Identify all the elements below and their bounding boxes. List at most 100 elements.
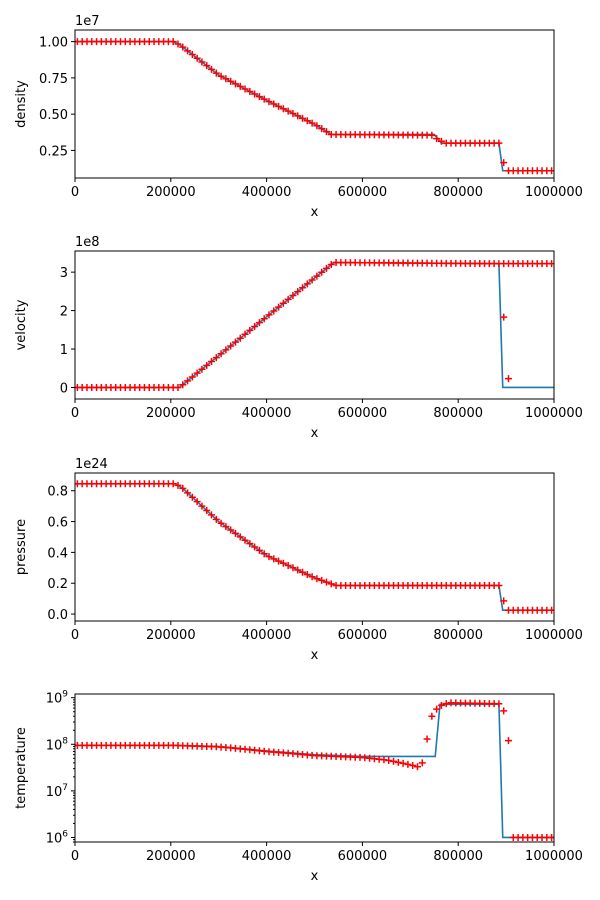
data-point-marker bbox=[184, 377, 192, 385]
data-point-marker bbox=[255, 319, 263, 327]
y-tick-exponent: 8 bbox=[62, 736, 68, 746]
data-point-marker bbox=[217, 519, 225, 527]
data-point-marker bbox=[193, 498, 201, 506]
data-point-marker bbox=[198, 58, 206, 66]
data-point-marker bbox=[260, 95, 268, 103]
data-point-marker bbox=[404, 760, 412, 768]
data-point-marker bbox=[318, 125, 326, 133]
data-point-marker bbox=[495, 582, 503, 590]
x-tick-label: 800000 bbox=[433, 406, 483, 421]
plot-area bbox=[75, 38, 554, 175]
data-point-marker bbox=[255, 546, 263, 554]
data-point-marker bbox=[303, 280, 311, 288]
data-point-marker bbox=[198, 365, 206, 373]
data-point-marker bbox=[179, 43, 187, 51]
data-point-marker bbox=[251, 543, 259, 551]
data-point-marker bbox=[313, 272, 321, 280]
y-tick-label: 0.75 bbox=[39, 72, 68, 87]
data-point-marker bbox=[231, 80, 239, 88]
data-point-marker bbox=[270, 307, 278, 315]
data-point-marker bbox=[193, 54, 201, 62]
data-point-marker bbox=[500, 313, 508, 321]
x-tick-label: 600000 bbox=[338, 849, 388, 864]
x-axis-label: x bbox=[311, 869, 319, 884]
y-tick-base: 10 bbox=[46, 692, 63, 707]
data-point-marker bbox=[294, 288, 302, 296]
data-point-marker bbox=[241, 536, 249, 544]
axes-frame bbox=[74, 250, 555, 400]
x-axis-label: x bbox=[311, 648, 319, 663]
data-point-marker bbox=[212, 354, 220, 362]
data-point-marker bbox=[322, 128, 330, 136]
data-point-marker bbox=[504, 737, 512, 745]
data-point-marker bbox=[270, 100, 278, 108]
y-tick-label: 107 bbox=[46, 783, 68, 800]
data-point-marker bbox=[294, 112, 302, 120]
y-tick-label: 3 bbox=[60, 266, 68, 281]
y-axis-label: density bbox=[14, 80, 29, 128]
x-tick-label: 400000 bbox=[242, 185, 292, 200]
data-point-marker bbox=[275, 557, 283, 565]
data-point-marker bbox=[179, 484, 187, 492]
data-point-marker bbox=[236, 334, 244, 342]
data-point-marker bbox=[222, 75, 230, 83]
data-point-marker bbox=[217, 350, 225, 358]
data-point-marker bbox=[423, 735, 431, 743]
data-point-marker bbox=[313, 575, 321, 583]
x-tick-label: 800000 bbox=[433, 628, 483, 643]
data-point-marker bbox=[279, 299, 287, 307]
chart-panel-velocity: 0 200000 400000 600000 800000 1000000 0 1 2 3 1e8 x… bbox=[14, 235, 583, 441]
data-point-marker bbox=[284, 107, 292, 115]
data-point-marker bbox=[208, 357, 216, 365]
data-point-marker bbox=[418, 759, 426, 767]
x-tick-label: 600000 bbox=[338, 185, 388, 200]
y-tick-base: 10 bbox=[46, 738, 63, 753]
data-point-marker bbox=[217, 72, 225, 80]
x-tick-label: 1000000 bbox=[525, 849, 583, 864]
y-tick-exponent: 7 bbox=[62, 783, 68, 793]
data-point-marker bbox=[251, 323, 259, 331]
data-point-marker bbox=[279, 105, 287, 113]
data-point-marker bbox=[188, 493, 196, 501]
data-point-marker bbox=[231, 529, 239, 537]
x-tick-label: 400000 bbox=[242, 849, 292, 864]
y-offset-text: 1e24 bbox=[75, 457, 108, 472]
data-point-marker bbox=[169, 480, 177, 488]
x-tick-label: 1000000 bbox=[525, 628, 583, 643]
data-point-marker bbox=[413, 763, 421, 771]
data-point-marker bbox=[322, 578, 330, 586]
data-point-marker bbox=[318, 268, 326, 276]
data-point-marker bbox=[313, 122, 321, 130]
x-tick-label: 1000000 bbox=[525, 406, 583, 421]
axes-frame bbox=[74, 29, 555, 179]
data-point-marker bbox=[208, 65, 216, 73]
data-point-marker bbox=[222, 523, 230, 531]
series-line bbox=[75, 261, 554, 389]
data-point-marker bbox=[500, 159, 508, 167]
series-line bbox=[75, 482, 554, 612]
x-tick-label: 200000 bbox=[146, 406, 196, 421]
chart-panel-pressure: 0 200000 400000 600000 800000 1000000 0.0 0.2 0.… bbox=[14, 457, 583, 663]
data-point-marker bbox=[284, 295, 292, 303]
data-point-marker bbox=[284, 562, 292, 570]
y-offset-text: 1e7 bbox=[75, 14, 100, 29]
data-point-marker bbox=[174, 383, 182, 391]
x-axis-label: x bbox=[311, 426, 319, 441]
data-point-marker bbox=[179, 381, 187, 389]
data-point-marker bbox=[442, 700, 450, 708]
data-point-marker bbox=[227, 77, 235, 85]
x-tick-label: 200000 bbox=[146, 185, 196, 200]
y-tick-label: 0.8 bbox=[47, 485, 68, 500]
data-point-marker bbox=[260, 315, 268, 323]
data-point-marker bbox=[212, 515, 220, 523]
x-tick-label: 1000000 bbox=[525, 185, 583, 200]
data-point-marker bbox=[433, 135, 441, 143]
y-axis-label: temperature bbox=[14, 727, 29, 809]
data-point-marker bbox=[203, 507, 211, 515]
data-point-marker bbox=[246, 326, 254, 334]
data-point-marker bbox=[318, 576, 326, 584]
data-point-marker bbox=[399, 759, 407, 767]
data-point-marker bbox=[428, 712, 436, 720]
data-point-marker bbox=[208, 511, 216, 519]
y-tick-exponent: 9 bbox=[62, 690, 68, 700]
